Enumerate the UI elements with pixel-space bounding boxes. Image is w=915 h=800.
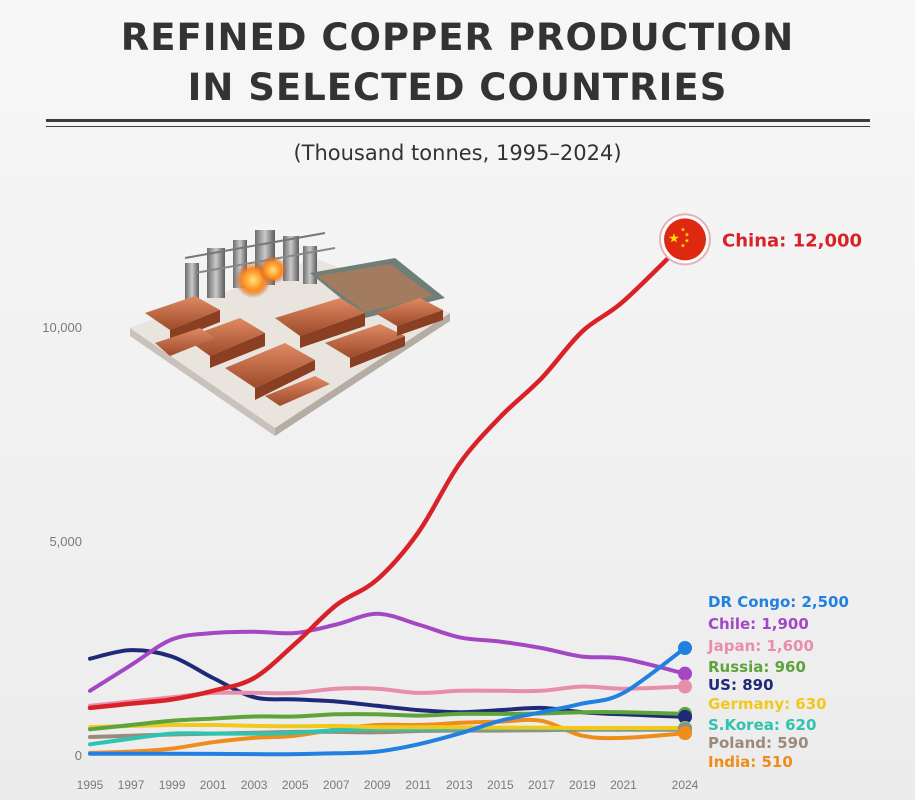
series-end-label-russia: Russia: 960 [708, 658, 806, 676]
series-end-label-poland: Poland: 590 [708, 734, 809, 752]
x-tick-label: 2024 [672, 778, 699, 792]
y-tick-label: 5,000 [49, 534, 82, 549]
series-end-label-germany: Germany: 630 [708, 695, 827, 713]
x-tick-label: 2021 [610, 778, 637, 792]
x-tick-label: 2013 [446, 778, 473, 792]
series-line-russia [88, 710, 687, 732]
y-tick-label: 10,000 [42, 320, 82, 335]
x-tick-label: 1999 [159, 778, 186, 792]
x-tick-label: 2005 [282, 778, 309, 792]
series-end-marker-dr-congo [678, 641, 692, 655]
y-axis: 0 5,000 10,000 [42, 320, 82, 763]
x-tick-label: 2007 [323, 778, 350, 792]
series-end-marker-us [678, 709, 692, 724]
chart-title-line2: IN SELECTED COUNTRIES [187, 66, 728, 109]
flag-star-icon: ★ [680, 242, 685, 249]
chart-title-line1: REFINED COPPER PRODUCTION [120, 16, 795, 59]
x-tick-label: 2003 [241, 778, 268, 792]
series-end-labels: China: 12,000 DR Congo: 2,500 Chile: 1,900… [707, 230, 862, 771]
y-tick-label: 0 [75, 748, 82, 763]
copper-refinery-illustration [130, 230, 450, 436]
series-end-label-japan: Japan: 1,600 [707, 637, 814, 655]
flag-star-icon: ★ [668, 231, 680, 246]
china-flag-icon [664, 218, 706, 261]
title-divider-thin [46, 126, 870, 127]
x-tick-label: 2017 [528, 778, 555, 792]
series-line-china [87, 239, 688, 711]
x-tick-label: 2001 [200, 778, 227, 792]
x-axis: 1995 1997 1999 2001 2003 2005 2007 2009 2011 2013… [77, 778, 699, 792]
title-divider-thick [46, 119, 870, 122]
x-tick-label: 2011 [405, 778, 431, 792]
chart-subtitle: (Thousand tonnes, 1995–2024) [293, 141, 622, 165]
series-end-label-us: US: 890 [708, 676, 774, 694]
series-lines [87, 239, 688, 757]
x-tick-label: 1997 [118, 778, 145, 792]
series-end-label-dr-congo: DR Congo: 2,500 [708, 593, 849, 611]
x-tick-label: 2009 [364, 778, 391, 792]
series-end-marker-india [678, 726, 692, 741]
series-line-dr-congo [88, 646, 687, 757]
x-tick-label: 1995 [77, 778, 104, 792]
series-end-label-s-korea: S.Korea: 620 [708, 716, 816, 734]
x-tick-label: 2019 [569, 778, 596, 792]
series-end-marker-japan [678, 679, 692, 694]
series-line-germany [88, 722, 687, 731]
flag-star-icon: ★ [684, 231, 689, 238]
series-end-label-chile: Chile: 1,900 [708, 615, 809, 633]
x-tick-label: 2015 [487, 778, 514, 792]
series-end-marker-chile [678, 666, 692, 681]
series-line-us [88, 648, 687, 719]
series-end-label-china: China: 12,000 [722, 230, 862, 251]
flag-star-icon: ★ [684, 237, 689, 244]
series-line-chile [88, 611, 687, 693]
series-end-label-india: India: 510 [708, 753, 793, 771]
flag-star-icon: ★ [680, 226, 685, 233]
series-end-markers: ★★★★★ [659, 213, 711, 741]
